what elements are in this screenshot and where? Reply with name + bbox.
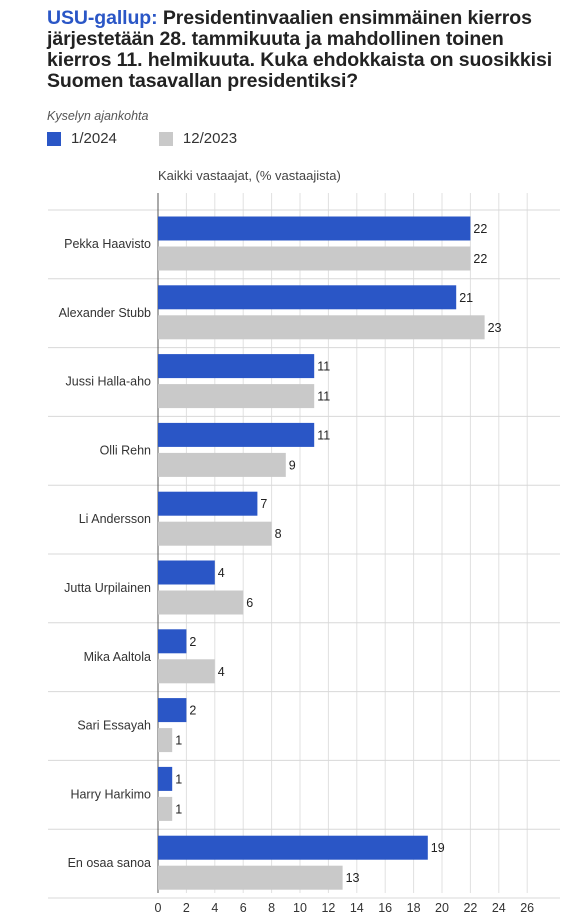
- bar-series-1: [158, 491, 258, 516]
- data-label-series-1: 22: [473, 222, 487, 236]
- legend-item-series-2: 12/2023: [158, 130, 238, 147]
- legend-label-series-1: 1/2024: [71, 130, 117, 147]
- category-label: Alexander Stubb: [59, 306, 151, 320]
- chart-title: USU-gallup: Presidentinvaalien ensimmäin…: [47, 8, 557, 92]
- bar-series-1: [158, 354, 315, 379]
- bar-series-1: [158, 422, 315, 447]
- category-label: Mika Aaltola: [84, 650, 151, 664]
- category-label: Li Andersson: [79, 512, 151, 526]
- data-label-series-1: 4: [218, 566, 225, 580]
- data-label-series-2: 8: [275, 527, 282, 541]
- x-tick-label: 24: [492, 901, 506, 915]
- data-label-series-2: 6: [246, 596, 253, 610]
- legend-swatch-series-1: [47, 131, 61, 146]
- x-tick-label: 8: [268, 901, 275, 915]
- bar-series-2: [158, 728, 173, 753]
- x-axis-caption: Kaikki vastaajat, (% vastaajista): [158, 168, 341, 183]
- bar-series-1: [158, 216, 471, 241]
- legend-swatch-series-2: [158, 131, 173, 146]
- data-label-series-2: 11: [317, 390, 330, 404]
- legend-label-series-2: 12/2023: [182, 130, 238, 147]
- bar-series-1: [158, 766, 173, 791]
- data-label-series-2: 23: [488, 321, 502, 335]
- category-label: Olli Rehn: [100, 443, 151, 457]
- data-label-series-2: 4: [218, 665, 225, 679]
- legend: 1/2024 12/2023: [47, 130, 279, 147]
- category-label: Pekka Haavisto: [64, 237, 151, 251]
- bar-series-2: [158, 590, 244, 615]
- x-tick-label: 4: [211, 901, 218, 915]
- x-tick-label: 2: [183, 901, 190, 915]
- data-label-series-1: 21: [459, 291, 473, 305]
- data-label-series-1: 2: [189, 635, 196, 649]
- bar-series-2: [158, 452, 286, 477]
- data-label-series-2: 1: [175, 734, 182, 748]
- x-tick-label: 22: [463, 901, 477, 915]
- bar-series-2: [158, 246, 471, 271]
- data-label-series-2: 22: [473, 252, 487, 266]
- x-tick-label: 18: [407, 901, 421, 915]
- category-label: Sari Essayah: [77, 719, 151, 733]
- title-text: Presidentinvaalien ensimmäinen kierros j…: [47, 7, 553, 92]
- bar-series-1: [158, 285, 457, 310]
- data-label-series-1: 7: [260, 497, 267, 511]
- x-tick-label: 10: [293, 901, 307, 915]
- x-tick-label: 12: [321, 901, 335, 915]
- bar-series-1: [158, 698, 187, 723]
- bar-series-2: [158, 796, 173, 821]
- brand-label: USU-gallup:: [47, 7, 158, 29]
- bar-series-1: [158, 835, 428, 860]
- category-label: Harry Harkimo: [70, 787, 151, 801]
- data-label-series-1: 11: [317, 360, 330, 374]
- category-label: Jutta Urpilainen: [64, 581, 151, 595]
- category-label: En osaa sanoa: [68, 856, 151, 870]
- data-label-series-1: 1: [175, 772, 182, 786]
- bar-series-2: [158, 315, 485, 340]
- x-tick-label: 14: [350, 901, 364, 915]
- data-label-series-2: 1: [175, 802, 182, 816]
- bar-series-1: [158, 560, 215, 585]
- bar-series-2: [158, 384, 315, 409]
- x-tick-label: 20: [435, 901, 449, 915]
- data-label-series-1: 11: [317, 428, 330, 442]
- bar-series-2: [158, 865, 343, 890]
- data-label-series-2: 13: [346, 871, 360, 885]
- x-tick-label: 6: [240, 901, 247, 915]
- x-tick-label: 16: [378, 901, 392, 915]
- bar-series-1: [158, 629, 187, 654]
- legend-item-series-1: 1/2024: [47, 130, 117, 147]
- legend-title: Kyselyn ajankohta: [47, 109, 149, 123]
- category-label: Jussi Halla-aho: [66, 375, 152, 389]
- data-label-series-2: 9: [289, 458, 296, 472]
- x-tick-label: 0: [155, 901, 162, 915]
- data-label-series-1: 2: [189, 704, 196, 718]
- bar-series-2: [158, 659, 215, 684]
- x-tick-label: 26: [520, 901, 534, 915]
- bar-series-2: [158, 521, 272, 546]
- data-label-series-1: 19: [431, 841, 445, 855]
